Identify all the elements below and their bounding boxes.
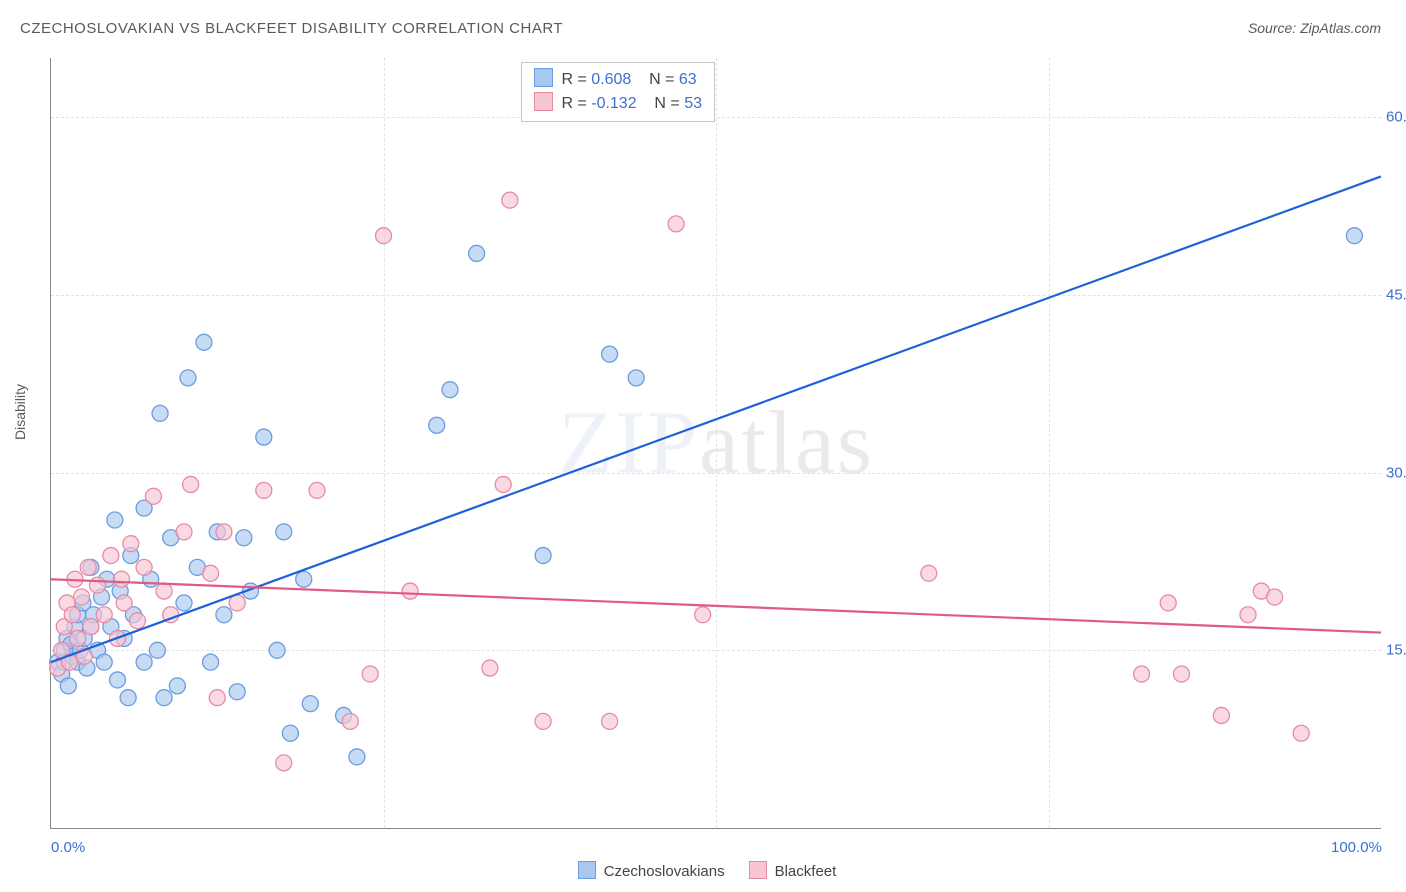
data-point — [216, 524, 232, 540]
data-point — [429, 417, 445, 433]
chart-plot-area: ZIPatlas R = 0.608 N = 63 R = -0.132 N =… — [50, 58, 1381, 829]
data-point — [83, 619, 99, 635]
data-point — [342, 713, 358, 729]
data-point — [129, 613, 145, 629]
data-point — [302, 696, 318, 712]
data-point — [145, 488, 161, 504]
data-point — [256, 482, 272, 498]
data-point — [1174, 666, 1190, 682]
source-attribution: Source: ZipAtlas.com — [1248, 20, 1381, 36]
data-point — [256, 429, 272, 445]
data-point — [203, 654, 219, 670]
data-point — [1160, 595, 1176, 611]
data-point — [276, 524, 292, 540]
x-tick: 0.0% — [51, 839, 85, 856]
data-point — [602, 346, 618, 362]
data-point — [90, 577, 106, 593]
data-point — [209, 690, 225, 706]
data-point — [136, 559, 152, 575]
data-point — [196, 334, 212, 350]
data-point — [183, 476, 199, 492]
data-point — [116, 595, 132, 611]
data-point — [96, 654, 112, 670]
data-point — [1293, 725, 1309, 741]
trend-line — [51, 579, 1381, 632]
data-point — [442, 382, 458, 398]
data-point — [169, 678, 185, 694]
y-tick: 15.0% — [1386, 642, 1406, 659]
data-point — [74, 589, 90, 605]
data-point — [216, 607, 232, 623]
data-point — [156, 690, 172, 706]
data-point — [602, 713, 618, 729]
data-point — [123, 536, 139, 552]
data-point — [349, 749, 365, 765]
data-point — [668, 216, 684, 232]
data-point — [1346, 228, 1362, 244]
data-point — [180, 370, 196, 386]
data-point — [695, 607, 711, 623]
scatter-svg — [51, 58, 1381, 828]
y-tick: 60.0% — [1386, 109, 1406, 126]
data-point — [362, 666, 378, 682]
y-axis-label: Disability — [12, 384, 28, 440]
legend-item: Czechoslovakians — [570, 863, 725, 880]
data-point — [535, 713, 551, 729]
data-point — [1134, 666, 1150, 682]
data-point — [107, 512, 123, 528]
data-point — [309, 482, 325, 498]
data-point — [203, 565, 219, 581]
data-point — [282, 725, 298, 741]
data-point — [376, 228, 392, 244]
data-point — [80, 559, 96, 575]
stats-row: R = -0.132 N = 53 — [534, 92, 702, 116]
data-point — [495, 476, 511, 492]
legend-bottom: Czechoslovakians Blackfeet — [0, 861, 1406, 880]
data-point — [156, 583, 172, 599]
x-tick: 100.0% — [1331, 839, 1382, 856]
data-point — [96, 607, 112, 623]
data-point — [149, 642, 165, 658]
data-point — [176, 524, 192, 540]
y-tick: 30.0% — [1386, 464, 1406, 481]
data-point — [535, 548, 551, 564]
data-point — [236, 530, 252, 546]
data-point — [70, 630, 86, 646]
stats-row: R = 0.608 N = 63 — [534, 68, 702, 92]
data-point — [152, 405, 168, 421]
y-tick: 45.0% — [1386, 286, 1406, 303]
data-point — [60, 678, 76, 694]
data-point — [1267, 589, 1283, 605]
data-point — [296, 571, 312, 587]
data-point — [921, 565, 937, 581]
data-point — [176, 595, 192, 611]
data-point — [502, 192, 518, 208]
data-point — [1213, 707, 1229, 723]
data-point — [469, 245, 485, 261]
data-point — [229, 684, 245, 700]
data-point — [64, 607, 80, 623]
chart-title: CZECHOSLOVAKIAN VS BLACKFEET DISABILITY … — [20, 20, 563, 37]
data-point — [120, 690, 136, 706]
correlation-stats-box: R = 0.608 N = 63 R = -0.132 N = 53 — [521, 62, 715, 122]
data-point — [628, 370, 644, 386]
data-point — [402, 583, 418, 599]
data-point — [113, 571, 129, 587]
data-point — [103, 548, 119, 564]
data-point — [276, 755, 292, 771]
data-point — [110, 672, 126, 688]
data-point — [1240, 607, 1256, 623]
trend-line — [51, 176, 1381, 662]
legend-item: Blackfeet — [741, 863, 837, 880]
data-point — [136, 654, 152, 670]
data-point — [269, 642, 285, 658]
data-point — [482, 660, 498, 676]
